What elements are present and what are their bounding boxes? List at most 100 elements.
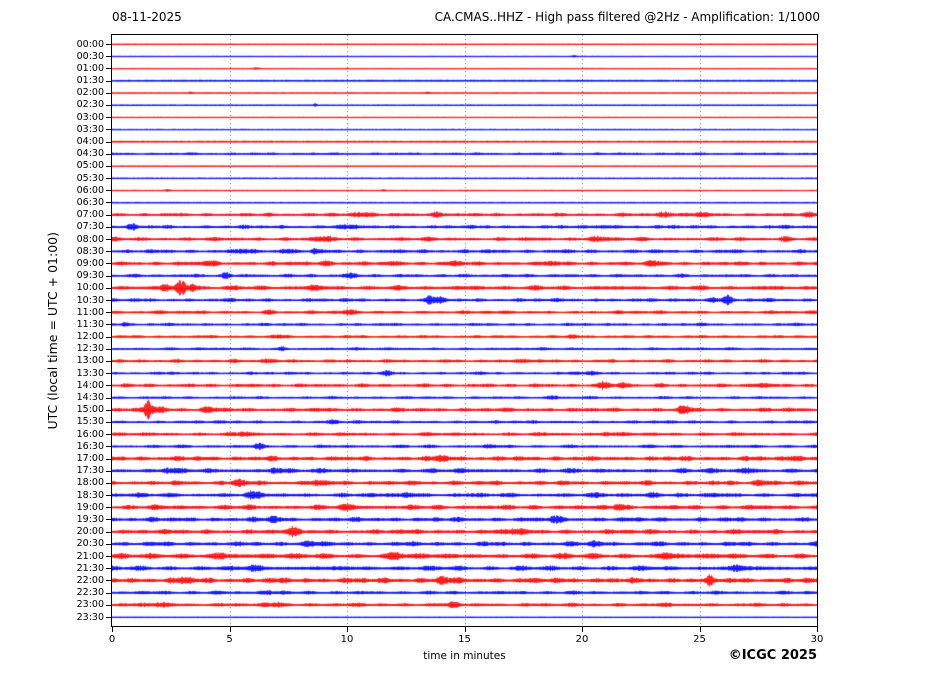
y-tick-mark [106,56,111,57]
copyright-label: ©ICGC 2025 [728,648,817,663]
y-tick-mark [106,239,111,240]
x-tick-label: 30 [810,634,824,645]
y-tick-mark [106,263,111,264]
y-tick-mark [106,276,111,277]
y-tick-label: 21:30 [76,562,104,574]
y-tick-label: 13:00 [76,355,104,367]
y-tick-label: 16:00 [76,428,104,440]
y-tick-label: 09:00 [76,257,104,269]
seismogram-traces-canvas [112,35,817,626]
y-tick-mark [106,166,111,167]
y-tick-mark [106,519,111,520]
y-tick-mark [106,544,111,545]
y-tick-label: 03:30 [76,123,104,135]
y-tick-label: 00:30 [76,50,104,62]
y-tick-mark [106,532,111,533]
y-tick-mark [106,178,111,179]
y-tick-label: 23:00 [76,599,104,611]
y-tick-label: 10:30 [76,294,104,306]
y-tick-mark [106,44,111,45]
y-tick-label: 01:30 [76,75,104,87]
x-tick-mark [112,627,113,632]
date-title: 08-11-2025 [112,10,182,24]
y-tick-mark [106,349,111,350]
y-tick-label: 04:00 [76,136,104,148]
y-tick-mark [106,410,111,411]
y-tick-label: 06:30 [76,196,104,208]
y-tick-mark [106,434,111,435]
y-tick-label: 17:00 [76,453,104,464]
x-tick-label: 0 [108,634,116,645]
y-tick-mark [106,605,111,606]
x-tick-label: 10 [340,634,354,645]
y-tick-label: 11:30 [76,318,104,330]
y-tick-label: 22:00 [76,574,104,586]
y-tick-mark [106,324,111,325]
x-tick-label: 25 [693,634,706,645]
y-tick-label: 09:30 [76,270,104,282]
y-tick-label: 22:30 [76,587,104,599]
y-tick-label: 04:30 [76,148,104,160]
x-tick-mark [700,627,701,632]
y-tick-label: 02:30 [76,99,104,111]
y-tick-label: 15:30 [76,416,104,428]
y-tick-mark [106,617,111,618]
x-tick-label: 20 [575,634,589,645]
y-tick-label: 01:00 [76,62,104,74]
x-tick-mark [347,627,348,632]
y-tick-label: 23:30 [76,611,104,623]
y-tick-label: 08:30 [76,245,104,257]
y-tick-label: 00:00 [76,38,104,50]
y-tick-label: 10:00 [76,282,104,294]
y-tick-label: 20:30 [76,538,104,550]
y-tick-label: 05:30 [76,172,104,184]
y-tick-label: 21:00 [76,550,104,562]
y-tick-label: 20:00 [76,526,104,538]
y-tick-mark [106,251,111,252]
y-tick-mark [106,312,111,313]
y-tick-mark [106,398,111,399]
y-tick-label: 16:30 [76,440,104,452]
y-tick-mark [106,385,111,386]
y-tick-mark [106,495,111,496]
plot-area [111,34,818,627]
y-tick-mark [106,459,111,460]
y-tick-mark [106,105,111,106]
y-tick-mark [106,142,111,143]
y-tick-mark [106,154,111,155]
y-tick-mark [106,446,111,447]
y-tick-mark [106,288,111,289]
y-tick-label: 12:30 [76,343,104,355]
y-tick-mark [106,507,111,508]
y-tick-mark [106,117,111,118]
y-tick-mark [106,227,111,228]
y-tick-label: 07:00 [76,209,104,221]
y-tick-label: 14:00 [76,379,104,391]
y-tick-mark [106,361,111,362]
y-tick-mark [106,300,111,301]
y-tick-mark [106,422,111,423]
y-tick-label: 06:00 [76,184,104,196]
x-tick-label: 5 [226,634,233,645]
y-tick-mark [106,337,111,338]
y-tick-label: 13:30 [76,367,104,379]
x-tick-mark [230,627,231,632]
x-tick-mark [465,627,466,632]
x-tick-label: 15 [458,634,471,645]
y-tick-mark [106,68,111,69]
y-tick-label: 18:00 [76,477,104,489]
y-tick-mark [106,568,111,569]
y-tick-mark [106,129,111,130]
y-tick-mark [106,202,111,203]
y-tick-label: 14:30 [76,392,104,404]
y-tick-mark [106,373,111,374]
y-tick-label: 19:30 [76,513,104,525]
y-tick-mark [106,93,111,94]
x-tick-mark [817,627,818,632]
y-tick-mark [106,190,111,191]
y-tick-label: 17:30 [76,465,104,477]
y-tick-label: 18:30 [76,489,104,501]
y-tick-label: 02:00 [76,87,104,99]
plot-title: CA.CMAS..HHZ - High pass filtered @2Hz -… [434,10,820,24]
